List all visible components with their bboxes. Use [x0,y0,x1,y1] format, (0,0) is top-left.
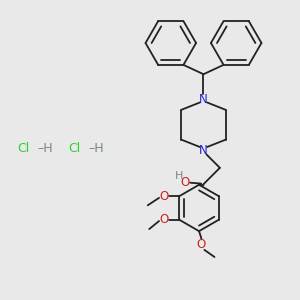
Text: Cl: Cl [68,142,80,155]
Text: N: N [199,93,208,106]
Text: –H: –H [38,142,53,155]
Text: O: O [180,176,189,189]
Text: H: H [175,171,183,181]
Text: O: O [197,238,206,251]
Text: N: N [199,143,208,157]
Text: –H: –H [88,142,104,155]
Text: O: O [160,190,169,203]
Text: Cl: Cl [18,142,30,155]
Text: O: O [160,213,169,226]
